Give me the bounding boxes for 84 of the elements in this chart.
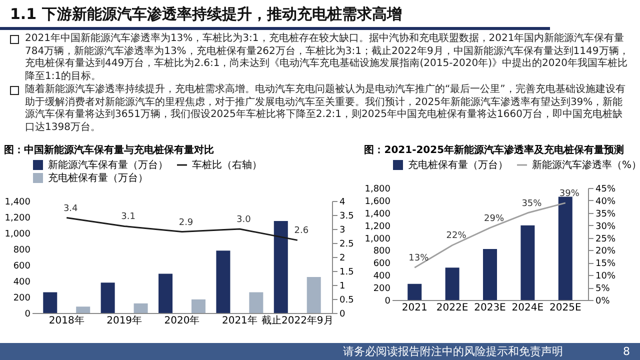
legend-label: 新能源汽车保有量（万台） bbox=[48, 159, 168, 171]
x-tick-label: 2023E bbox=[474, 302, 506, 314]
y2-tick-label: 0 bbox=[340, 310, 346, 320]
legend-label: 新能源汽车渗透率（%） bbox=[532, 159, 640, 171]
y-tick-label: 0 bbox=[24, 310, 31, 320]
bar bbox=[100, 282, 115, 313]
bar bbox=[134, 303, 148, 313]
y2-tick-label: 40% bbox=[596, 196, 616, 207]
y2-tick-label: 0.5 bbox=[340, 296, 354, 306]
x-tick-label: 2020年 bbox=[164, 314, 200, 326]
legend-label: 车桩比（右轴） bbox=[192, 159, 262, 171]
legend-label: 充电桩保有量（万台） bbox=[408, 159, 508, 171]
y2-tick-label: 1.5 bbox=[340, 268, 354, 278]
x-tick-label: 2021年 bbox=[222, 314, 258, 326]
y-tick-label: 1,400 bbox=[4, 198, 31, 208]
bar bbox=[483, 248, 497, 300]
y-tick-label: 400 bbox=[13, 278, 31, 288]
y2-tick-label: 4 bbox=[340, 198, 346, 208]
y-tick-label: 200 bbox=[13, 294, 31, 304]
data-label: 35% bbox=[522, 198, 542, 209]
y2-tick-label: 15% bbox=[596, 259, 616, 270]
bar bbox=[158, 274, 173, 313]
y-tick-label: 1,600 bbox=[364, 196, 391, 207]
data-label: 3.4 bbox=[63, 204, 78, 214]
data-label: 13% bbox=[408, 254, 430, 264]
data-label: 3.1 bbox=[121, 212, 136, 222]
y-tick-label: 600 bbox=[373, 259, 391, 270]
text: 2021年中国新能源汽车渗透率为13%，车桩比为3:1，充电桩存在较大缺口。据中汽协和充电联盟数据，2021年国内新能源汽车保有量784万辆，新能源汽车渗透率为13%，充电桩保有量262万台，车桩比为3:1；截止2022年9月，中国新能源汽车保有量达到1149万辆，充电桩保有量达到449万台，车桩比为2.6:1，尚未达到《电动汽车充电基础设施发展指南(2015-2020年)》中提出的2020年我国车桩比降至1:1的目标。 bbox=[25, 33, 630, 83]
y2-tick-label: 20% bbox=[596, 246, 616, 257]
y2-tick-label: 10% bbox=[596, 272, 616, 282]
bar bbox=[558, 196, 572, 300]
data-label: 22% bbox=[446, 231, 467, 242]
bar bbox=[408, 284, 422, 300]
y2-tick-label: 0% bbox=[596, 296, 610, 306]
x-tick-label: 2025E bbox=[549, 302, 582, 314]
bar bbox=[76, 306, 90, 313]
x-tick-label: 截止2022年9月 bbox=[261, 314, 334, 326]
y2-tick-label: 3.5 bbox=[340, 212, 354, 222]
x-tick-label: 2021 bbox=[402, 302, 428, 314]
y-tick-label: 1,800 bbox=[364, 184, 391, 194]
x-tick-label: 2024E bbox=[512, 302, 544, 314]
x-tick-label: 2022E bbox=[436, 302, 468, 314]
y-tick-label: 1,400 bbox=[364, 209, 391, 220]
bar bbox=[306, 277, 321, 313]
data-label: 2.6 bbox=[294, 226, 309, 236]
bar bbox=[274, 221, 288, 313]
chart-title: 图：中国新能源汽车保有量与充电桩保有量对比 bbox=[4, 144, 214, 156]
data-label: 29% bbox=[484, 214, 504, 224]
y2-tick-label: 2.5 bbox=[340, 240, 354, 250]
y-tick-label: 800 bbox=[13, 246, 31, 256]
y-tick-label: 1,000 bbox=[364, 234, 391, 244]
x-tick-label: 2018年 bbox=[48, 314, 84, 326]
text: 1.1 下游新能源汽车渗透率持续提升，推动充电桩需求高增 bbox=[0, 0, 550, 30]
legend-label: 充电桩保有量（万台） bbox=[48, 172, 148, 184]
y2-tick-label: 35% bbox=[596, 209, 616, 220]
y-tick-label: 0 bbox=[384, 296, 391, 306]
chart-title: 图：2021-2025年新能源汽车渗透率及充电桩保有量预测 bbox=[364, 144, 624, 156]
text: 8 bbox=[623, 345, 630, 358]
y2-tick-label: 1 bbox=[340, 282, 346, 292]
y-tick-label: 200 bbox=[373, 284, 391, 294]
data-label: 39% bbox=[559, 188, 580, 199]
bar bbox=[43, 292, 58, 313]
bar bbox=[445, 268, 460, 300]
bar bbox=[249, 292, 264, 313]
y2-tick-label: 3 bbox=[340, 226, 346, 236]
y-tick-label: 1,200 bbox=[364, 222, 391, 232]
bar bbox=[520, 225, 535, 300]
text: 随着新能源汽车渗透率持续提升，充电桩需求高增。电动汽车充电问题被认为是电动汽车推广的“最后一公里”，完善充电基础设施建设有助于缓解消费者对新能源汽车的里程焦虑，对于推广发展电动汽车至关重要。我们预计，2025年新能源汽车渗透率有望达到39%，新能源汽车保有量将达到3651万辆，我们假设2025年车桩比将下降至2.2:1，则2025年中国充电桩保有量将达1660万台，即中国充电桩缺口达1398万台。 bbox=[25, 84, 626, 134]
text: 请务必阅读报告附注中的风险提示和免责声明 bbox=[343, 344, 563, 359]
y-tick-label: 1,000 bbox=[4, 230, 31, 240]
data-label: 2.9 bbox=[178, 218, 194, 228]
y2-tick-label: 2 bbox=[340, 254, 346, 264]
y-tick-label: 1,200 bbox=[4, 214, 31, 224]
bar bbox=[191, 299, 206, 313]
x-tick-label: 2019年 bbox=[106, 314, 142, 326]
y2-tick-label: 25% bbox=[596, 234, 616, 244]
y-tick-label: 400 bbox=[373, 272, 391, 282]
y2-tick-label: 5% bbox=[596, 284, 610, 294]
data-label: 3.0 bbox=[236, 215, 252, 225]
y-tick-label: 600 bbox=[13, 262, 31, 272]
y2-tick-label: 45% bbox=[596, 184, 616, 194]
y-tick-label: 800 bbox=[373, 246, 391, 257]
bar bbox=[216, 250, 230, 313]
y2-tick-label: 30% bbox=[596, 222, 616, 232]
